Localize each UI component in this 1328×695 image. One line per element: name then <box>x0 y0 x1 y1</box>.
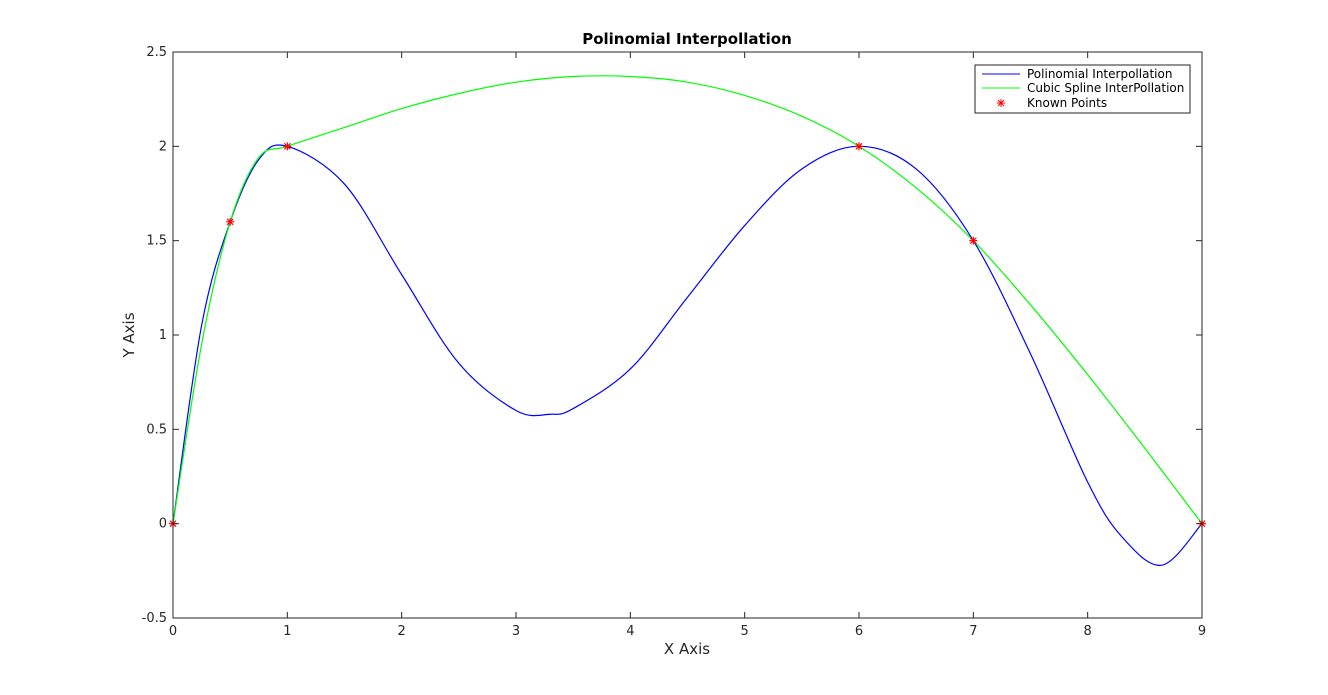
x-tick-label: 2 <box>398 624 406 639</box>
x-tick-label: 9 <box>1198 624 1206 639</box>
y-tick-label: 2 <box>159 139 167 154</box>
x-tick-label: 8 <box>1084 624 1092 639</box>
known-point <box>855 142 863 151</box>
y-tick-label: 0 <box>159 517 167 532</box>
x-tick-label: 5 <box>741 624 749 639</box>
known-point <box>969 236 978 245</box>
known-point <box>283 142 292 151</box>
legend-label-known-points: Known Points <box>1027 96 1107 110</box>
plot-area <box>173 52 1202 618</box>
x-tick-label: 6 <box>855 624 863 639</box>
y-axis-label: Y Axis <box>120 312 138 358</box>
y-tick-label: 1 <box>159 328 167 343</box>
legend-label-spline: Cubic Spline InterPollation <box>1027 81 1184 95</box>
legend-marker-known-points <box>997 99 1005 107</box>
x-tick-label: 3 <box>512 624 520 639</box>
x-tick-label: 7 <box>969 624 977 639</box>
y-tick-label: -0.5 <box>142 611 167 626</box>
x-tick-label: 4 <box>626 624 634 639</box>
legend-box <box>974 64 1191 114</box>
spline-line <box>172 75 1203 525</box>
legend: Polinomial Interpollation Cubic Spline I… <box>974 64 1191 114</box>
y-tick-label: 2.5 <box>146 45 167 60</box>
x-tick-label: 0 <box>169 624 177 639</box>
ticks-layer: 0 1 2 3 4 5 6 7 8 9-0.500.511.522.5 <box>142 45 1207 639</box>
y-tick-label: 1.5 <box>146 234 167 249</box>
x-tick-label: 1 <box>283 624 291 639</box>
polynomial-line <box>172 144 1203 566</box>
y-tick-label: 0.5 <box>146 422 167 437</box>
x-axis-label: X Axis <box>664 640 710 658</box>
known-point <box>226 217 235 226</box>
chart-title: Polinomial Interpollation <box>582 30 792 48</box>
legend-label-polynomial: Polinomial Interpollation <box>1027 67 1172 81</box>
series-layer <box>169 75 1206 566</box>
